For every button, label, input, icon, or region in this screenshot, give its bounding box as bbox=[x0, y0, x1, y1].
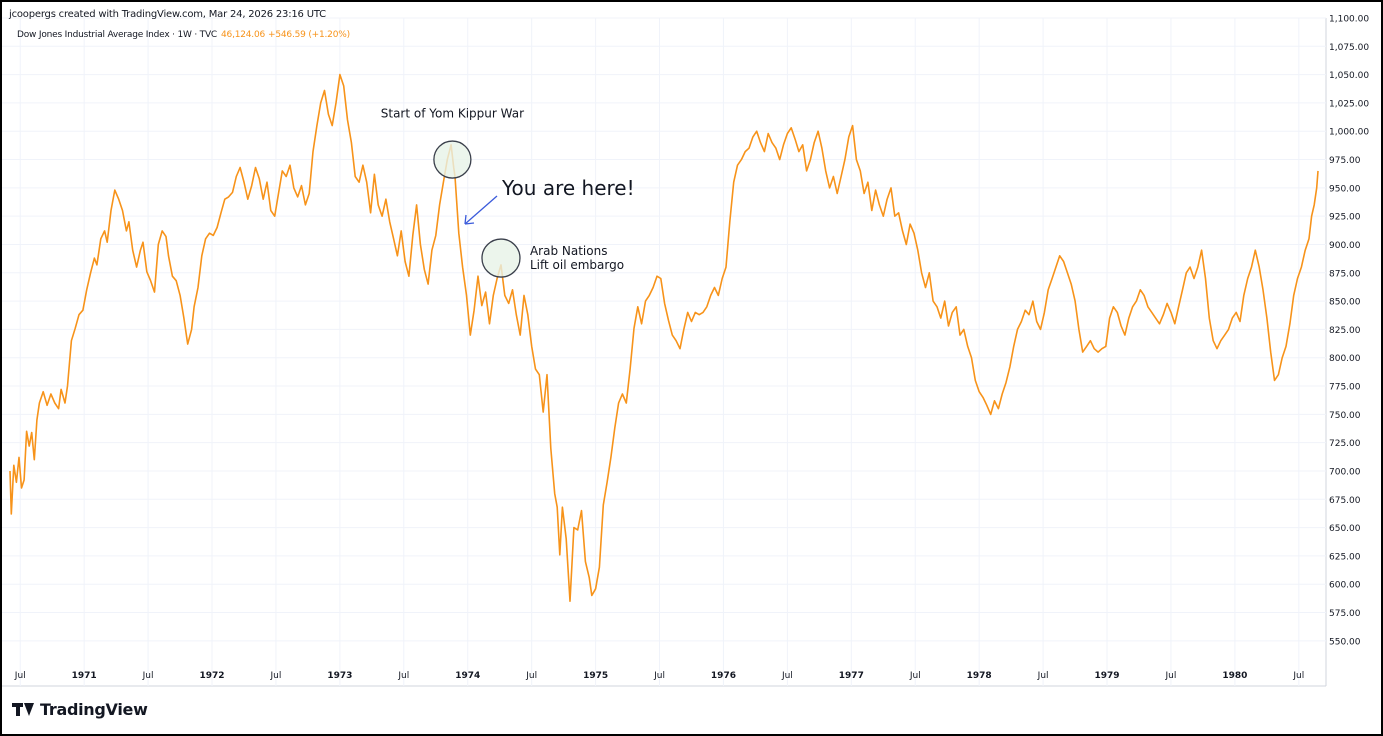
x-tick-label: Jul bbox=[653, 671, 665, 681]
symbol-legend[interactable]: Dow Jones Industrial Average Index · 1W … bbox=[17, 30, 350, 40]
x-axis: Jul 1971 Jul 1972 Jul 1973 Jul 1974 Jul 1975 Jul 19… bbox=[14, 671, 1304, 681]
x-tick-label: Jul bbox=[525, 671, 537, 681]
arrow-head-icon bbox=[464, 214, 475, 225]
price-change: +546.59 (+1.20%) bbox=[268, 30, 350, 40]
y-tick-label: 550.00 bbox=[1329, 637, 1361, 647]
y-tick-label: 1,075.00 bbox=[1329, 43, 1369, 53]
peak-marker-circle bbox=[433, 140, 472, 179]
symbol-name[interactable]: Dow Jones Industrial Average Index · 1W … bbox=[17, 30, 218, 40]
tradingview-brand[interactable]: TradingView bbox=[12, 700, 148, 719]
x-tick-label: 1978 bbox=[967, 671, 992, 681]
y-tick-label: 575.00 bbox=[1329, 609, 1361, 619]
series-layer bbox=[9, 73, 1319, 602]
x-tick-label: Jul bbox=[1037, 671, 1049, 681]
x-tick-label: Jul bbox=[1292, 671, 1304, 681]
y-tick-label: 700.00 bbox=[1329, 467, 1361, 477]
x-tick-label: Jul bbox=[781, 671, 793, 681]
y-tick-label: 800.00 bbox=[1329, 354, 1361, 364]
annotation-yom-kippur: Start of Yom Kippur War bbox=[381, 107, 524, 121]
x-tick-label: 1972 bbox=[199, 671, 224, 681]
x-tick-label: Jul bbox=[142, 671, 154, 681]
y-tick-label: 1,100.00 bbox=[1329, 15, 1369, 25]
annotation-embargo: Arab Nations Lift oil embargo bbox=[530, 244, 624, 272]
y-tick-label: 775.00 bbox=[1329, 383, 1361, 393]
annotation-embargo-line: Lift oil embargo bbox=[530, 258, 624, 272]
y-tick-label: 1,000.00 bbox=[1329, 128, 1369, 138]
y-tick-label: 950.00 bbox=[1329, 184, 1361, 194]
x-tick-label: 1974 bbox=[455, 671, 480, 681]
x-tick-label: 1980 bbox=[1222, 671, 1247, 681]
y-axis: 550.00 575.00 600.00 625.00 650.00 675.00 700.… bbox=[1329, 15, 1369, 648]
brand-name: TradingView bbox=[40, 700, 148, 719]
x-tick-label: Jul bbox=[397, 671, 409, 681]
y-tick-label: 975.00 bbox=[1329, 156, 1361, 166]
embargo-marker-circle bbox=[481, 238, 521, 278]
annotation-layer: Start of Yom Kippur War Arab Nations Lift … bbox=[381, 107, 635, 278]
y-tick-label: 1,050.00 bbox=[1329, 71, 1369, 81]
x-tick-label: Jul bbox=[1165, 671, 1177, 681]
x-tick-label: 1975 bbox=[583, 671, 608, 681]
x-tick-label: 1979 bbox=[1095, 671, 1120, 681]
annotation-embargo-line: Arab Nations bbox=[530, 244, 608, 258]
price-line bbox=[9, 73, 1319, 602]
y-tick-label: 825.00 bbox=[1329, 326, 1361, 336]
y-tick-label: 600.00 bbox=[1329, 581, 1361, 591]
x-tick-label: 1977 bbox=[839, 671, 864, 681]
y-tick-label: 675.00 bbox=[1329, 496, 1361, 506]
x-tick-label: 1971 bbox=[72, 671, 97, 681]
grid-lines bbox=[2, 17, 1327, 687]
x-tick-label: Jul bbox=[270, 671, 282, 681]
x-tick-label: Jul bbox=[14, 671, 26, 681]
y-tick-label: 625.00 bbox=[1329, 552, 1361, 562]
y-tick-label: 925.00 bbox=[1329, 213, 1361, 223]
y-tick-label: 750.00 bbox=[1329, 411, 1361, 421]
last-value: 46,124.06 bbox=[221, 30, 266, 40]
y-tick-label: 850.00 bbox=[1329, 298, 1361, 308]
annotation-you-are-here: You are here! bbox=[501, 176, 635, 200]
tradingview-logo-icon bbox=[12, 703, 34, 716]
x-tick-label: 1976 bbox=[711, 671, 736, 681]
x-tick-label: 1973 bbox=[327, 671, 352, 681]
y-tick-label: 725.00 bbox=[1329, 439, 1361, 449]
arrow-line bbox=[464, 195, 498, 225]
x-tick-label: Jul bbox=[909, 671, 921, 681]
y-tick-label: 900.00 bbox=[1329, 241, 1361, 251]
y-tick-label: 1,025.00 bbox=[1329, 99, 1369, 109]
chart-credit: jcoopergs created with TradingView.com, … bbox=[9, 9, 326, 20]
y-tick-label: 875.00 bbox=[1329, 269, 1361, 279]
y-tick-label: 650.00 bbox=[1329, 524, 1361, 534]
